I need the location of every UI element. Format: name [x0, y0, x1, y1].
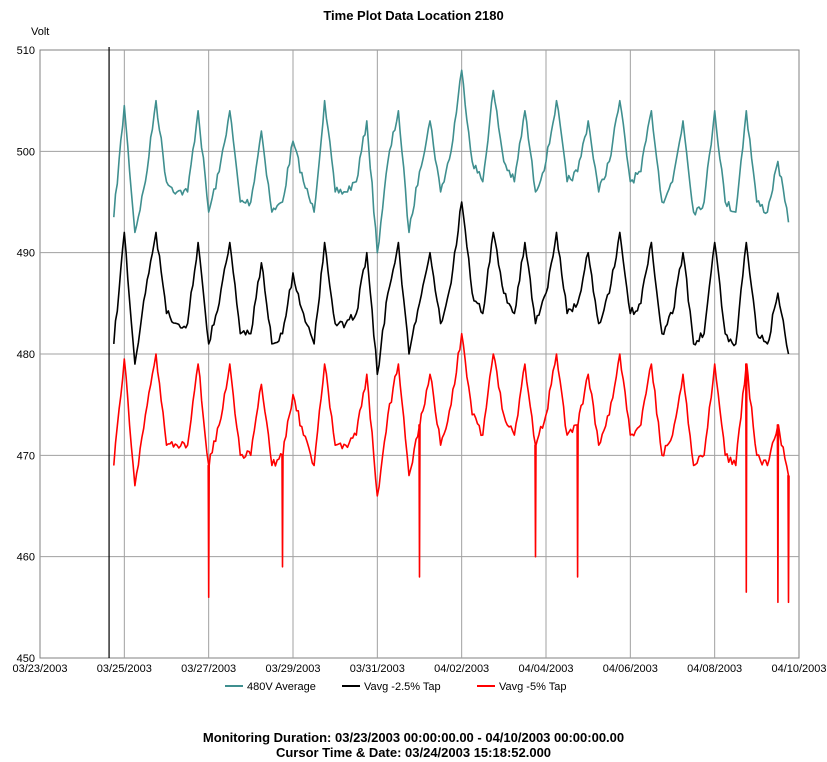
chart-title: Time Plot Data Location 2180	[323, 8, 504, 23]
y-tick-label: 470	[17, 450, 35, 462]
y-tick-label: 500	[17, 146, 35, 158]
x-tick-label: 03/31/2003	[350, 663, 405, 675]
chart-plot[interactable]: 450 460 470 480 490 500 510 03/23/2003 03/25/200…	[0, 0, 827, 700]
series-tap-5-line	[113, 332, 790, 604]
legend-label: 480V Average	[247, 681, 316, 693]
x-tick-label: 03/25/2003	[97, 663, 152, 675]
legend-label: Vavg -2.5% Tap	[364, 681, 441, 693]
x-tick-label: 03/27/2003	[181, 663, 236, 675]
x-tick-label: 03/23/2003	[12, 663, 67, 675]
x-tick-label: 04/10/2003	[771, 663, 826, 675]
legend-label: Vavg -5% Tap	[499, 681, 566, 693]
monitoring-duration: Monitoring Duration: 03/23/2003 00:00:00…	[202, 730, 625, 745]
y-tick-label: 480	[17, 349, 35, 361]
x-tick-label: 03/29/2003	[265, 663, 320, 675]
x-tick-label: 04/04/2003	[518, 663, 573, 675]
series-480v-average-line	[113, 69, 790, 254]
series-tap-2-5-line	[113, 201, 790, 376]
x-tick-label: 04/02/2003	[434, 663, 489, 675]
cursor-time: Cursor Time & Date: 03/24/2003 15:18:52.…	[275, 745, 552, 760]
y-tick-label: 490	[17, 248, 35, 260]
x-tick-label: 04/06/2003	[603, 663, 658, 675]
x-tick-label: 04/08/2003	[687, 663, 742, 675]
y-axis-label: Volt	[31, 26, 50, 38]
y-tick-label: 460	[17, 552, 35, 564]
y-tick-label: 450	[17, 653, 35, 665]
y-tick-label: 510	[17, 45, 35, 57]
